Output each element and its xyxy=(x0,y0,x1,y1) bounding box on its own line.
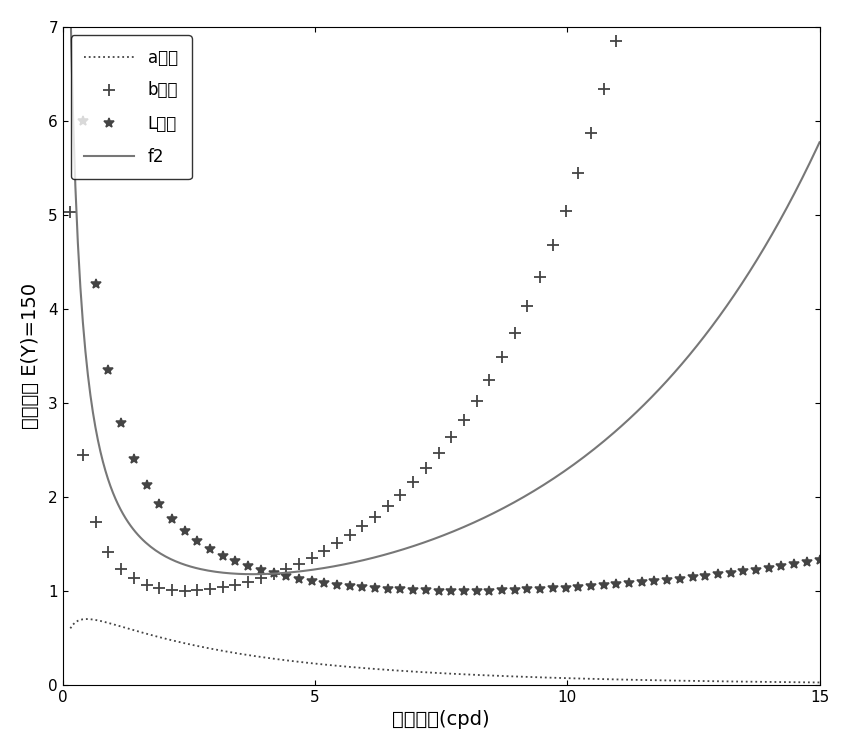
a分量 xyxy=(814,678,824,687)
b分量 xyxy=(547,241,558,250)
Line: a分量: a分量 xyxy=(71,619,819,682)
b分量 xyxy=(269,569,279,578)
b分量 xyxy=(332,539,342,548)
L分量 xyxy=(547,584,558,593)
L分量 xyxy=(307,577,317,586)
L分量 xyxy=(814,556,824,565)
b分量 xyxy=(320,546,330,555)
Line: L分量: L分量 xyxy=(65,0,825,596)
L分量 xyxy=(281,572,292,580)
f2 xyxy=(248,570,258,579)
a分量 xyxy=(511,672,521,681)
b分量 xyxy=(205,585,215,594)
f2 xyxy=(513,495,524,504)
a分量 xyxy=(68,620,78,629)
L分量 xyxy=(459,586,469,596)
L分量 xyxy=(320,578,330,587)
L分量 xyxy=(192,536,202,545)
Y-axis label: 权重系数 E(Y)=150: 权重系数 E(Y)=150 xyxy=(21,283,40,429)
f2 xyxy=(814,138,824,147)
a分量 xyxy=(526,673,536,682)
Legend: a分量, b分量, L分量, f2: a分量, b分量, L分量, f2 xyxy=(71,35,191,178)
b分量 xyxy=(179,586,190,596)
Line: f2: f2 xyxy=(71,2,819,574)
f2 xyxy=(68,105,78,114)
X-axis label: 空间频率(cpd): 空间频率(cpd) xyxy=(393,710,490,729)
f2 xyxy=(526,488,536,497)
f2 xyxy=(747,263,757,272)
f2 xyxy=(700,332,710,341)
a分量 xyxy=(747,677,757,686)
a分量 xyxy=(65,624,76,633)
a分量 xyxy=(700,676,710,686)
f2 xyxy=(511,496,521,506)
a分量 xyxy=(82,614,93,623)
Line: b分量: b分量 xyxy=(65,0,825,596)
b分量 xyxy=(294,559,304,568)
L分量 xyxy=(256,566,266,574)
b分量 xyxy=(65,208,76,217)
a分量 xyxy=(513,672,524,681)
f2 xyxy=(65,0,76,6)
